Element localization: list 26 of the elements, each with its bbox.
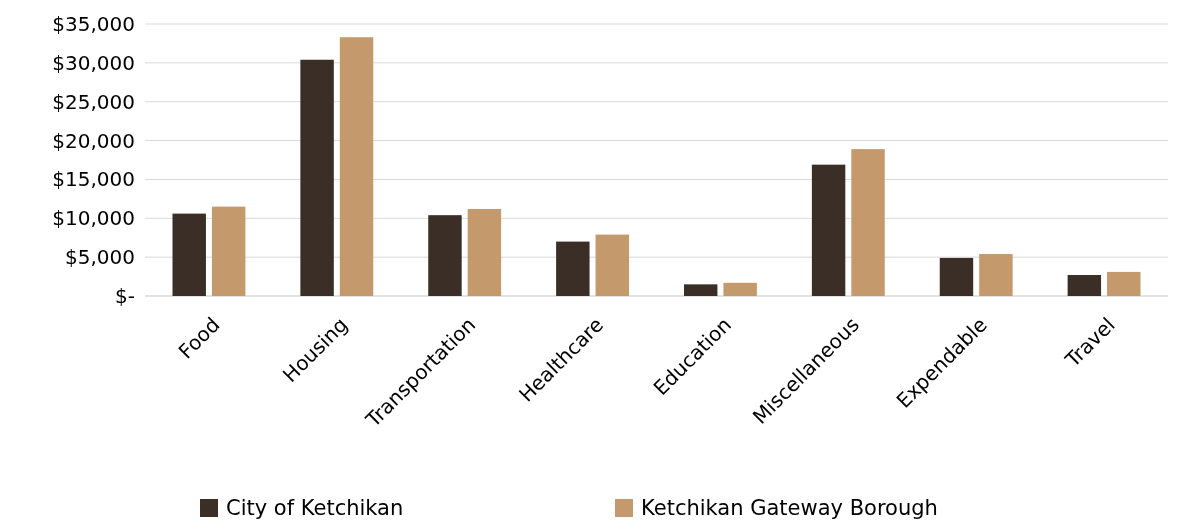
bar (979, 254, 1013, 296)
bar (1067, 275, 1102, 296)
y-tick-label: $- (115, 284, 135, 308)
bar (556, 241, 590, 296)
bar (300, 59, 334, 296)
bar (467, 208, 502, 296)
y-tick-label: $25,000 (52, 89, 135, 114)
bar (683, 284, 718, 296)
bar (851, 149, 885, 296)
legend-label: Ketchikan Gateway Borough (641, 496, 938, 521)
y-tick-label: $10,000 (52, 206, 135, 231)
bar (211, 206, 246, 296)
bar (723, 282, 757, 296)
y-tick-label: $30,000 (52, 50, 135, 75)
bar (339, 37, 374, 296)
bar (811, 164, 846, 296)
bar (428, 215, 462, 296)
y-tick-label: $5,000 (65, 245, 135, 270)
y-tick-label: $15,000 (52, 167, 135, 192)
bar (939, 257, 974, 296)
legend-label: City of Ketchikan (226, 496, 404, 521)
bar (172, 213, 206, 296)
y-tick-label: $35,000 (52, 12, 135, 36)
bar (595, 234, 630, 296)
bar (1107, 271, 1141, 296)
y-tick-label: $20,000 (52, 128, 135, 153)
